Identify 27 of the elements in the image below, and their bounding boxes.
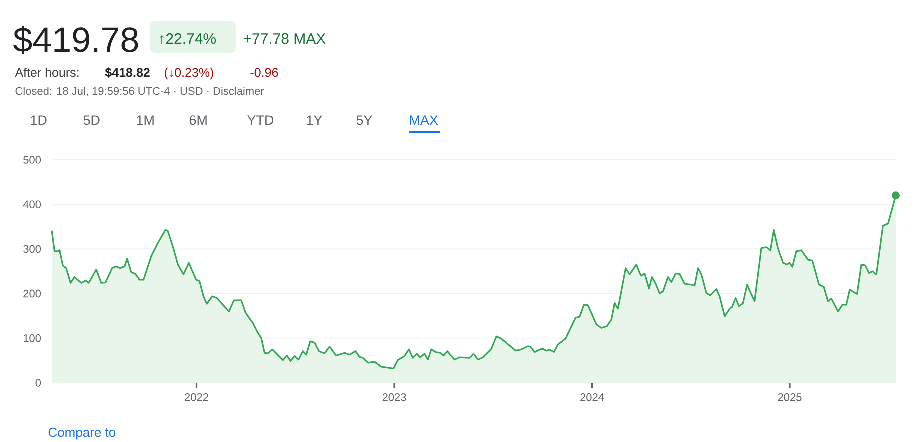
chart-title: $419.78 — [14, 26, 138, 54]
y-tick-label: 0 — [36, 379, 42, 387]
text: MAX — [410, 116, 438, 126]
text: ↑22.74% — [160, 34, 216, 44]
text: -0.96 — [250, 68, 278, 78]
text: 5Y — [356, 116, 372, 126]
text: 5D — [84, 116, 100, 126]
y-tick-label: 300 — [24, 245, 42, 254]
y-tick-label: 100 — [24, 334, 42, 342]
text: $418.82 — [105, 68, 150, 78]
text: Compare to — [48, 428, 116, 440]
text: (↓0.23%) — [164, 68, 214, 80]
text: Closed: 18 Jul, 19:59:56 UTC-4 · USD · Disclaimer — [16, 87, 264, 96]
text: After hours: — [15, 68, 79, 78]
x-tick-label: 2022 — [185, 394, 208, 402]
text: 1M — [137, 116, 154, 126]
text: YTD — [248, 116, 274, 126]
y-tick-label: 500 — [24, 156, 42, 164]
y-tick-label: 400 — [23, 200, 42, 208]
x-tick-label: 2025 — [778, 394, 802, 402]
text: 1Y — [307, 116, 322, 126]
x-tick-label: 2024 — [580, 394, 604, 402]
text: 1D — [31, 116, 47, 126]
y-tick-label: 200 — [24, 290, 42, 298]
text: +77.78 MAX — [244, 34, 326, 44]
text: 6M — [190, 116, 207, 126]
x-tick-label: 2023 — [382, 394, 406, 402]
